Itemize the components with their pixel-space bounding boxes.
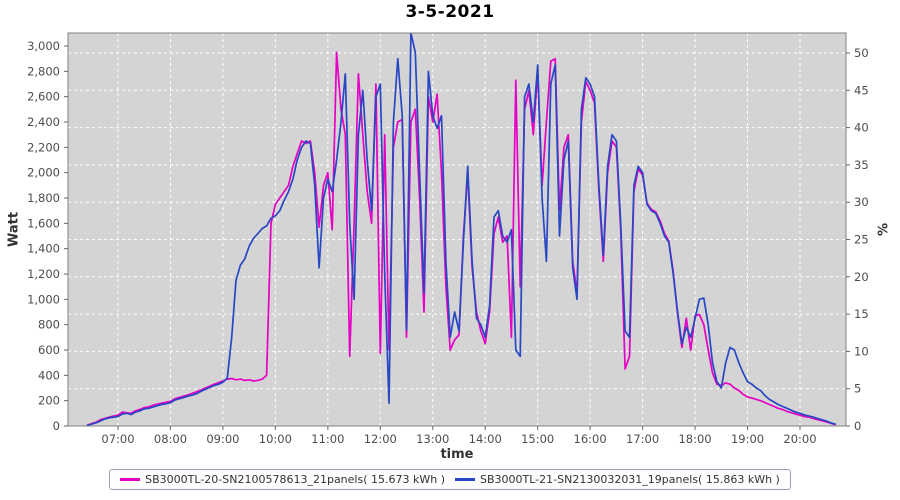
svg-text:2,600: 2,600 [27, 90, 60, 104]
legend-swatch-magenta [120, 478, 141, 481]
series-lines [86, 33, 836, 426]
svg-text:20:00: 20:00 [783, 432, 816, 446]
svg-text:14:00: 14:00 [469, 432, 502, 446]
svg-text:17:00: 17:00 [626, 432, 659, 446]
svg-text:400: 400 [38, 368, 60, 382]
svg-text:2,000: 2,000 [27, 166, 60, 180]
svg-text:800: 800 [38, 318, 60, 332]
legend-label-inverter-20: SB3000TL-20-SN2100578613_21panels( 15.67… [145, 473, 445, 486]
svg-text:0: 0 [53, 419, 60, 433]
plot-frame [67, 32, 847, 427]
svg-text:1,600: 1,600 [27, 216, 60, 230]
svg-text:2,400: 2,400 [27, 115, 60, 129]
axis-ticks-and-labels: 02004006008001,0001,2001,4001,6001,8002,… [27, 39, 869, 446]
svg-text:5: 5 [854, 382, 861, 396]
svg-text:16:00: 16:00 [574, 432, 607, 446]
plot-area [68, 33, 846, 426]
svg-text:200: 200 [38, 394, 60, 408]
svg-text:50: 50 [854, 46, 869, 60]
svg-text:35: 35 [854, 158, 869, 172]
svg-text:25: 25 [854, 233, 869, 247]
legend-label-inverter-21: SB3000TL-21-SN2130032031_19panels( 15.86… [480, 473, 780, 486]
svg-text:600: 600 [38, 343, 60, 357]
svg-text:30: 30 [854, 195, 869, 209]
legend-item-inverter-20: SB3000TL-20-SN2100578613_21panels( 15.67… [120, 473, 445, 486]
svg-text:1,800: 1,800 [27, 191, 60, 205]
svg-text:15:00: 15:00 [521, 432, 554, 446]
svg-text:0: 0 [854, 419, 861, 433]
svg-text:3,000: 3,000 [27, 39, 60, 53]
legend-item-inverter-21: SB3000TL-21-SN2130032031_19panels( 15.86… [455, 473, 780, 486]
svg-text:45: 45 [854, 83, 869, 97]
svg-text:2,800: 2,800 [27, 64, 60, 78]
svg-text:07:00: 07:00 [101, 432, 134, 446]
series-line-1 [86, 33, 836, 426]
svg-text:08:00: 08:00 [154, 432, 187, 446]
y-axis-label-watt: Watt [6, 211, 22, 248]
svg-text:1,000: 1,000 [27, 292, 60, 306]
svg-text:15: 15 [854, 307, 869, 321]
chart-title: 3-5-2021 [405, 2, 495, 22]
svg-text:1,400: 1,400 [27, 242, 60, 256]
legend-swatch-blue [455, 478, 475, 481]
svg-text:2,200: 2,200 [27, 140, 60, 154]
svg-text:09:00: 09:00 [206, 432, 239, 446]
svg-text:11:00: 11:00 [311, 432, 344, 446]
y-axis-label-percent: % [876, 222, 892, 237]
svg-text:12:00: 12:00 [364, 432, 397, 446]
legend-box: SB3000TL-20-SN2100578613_21panels( 15.67… [109, 469, 791, 490]
svg-text:19:00: 19:00 [731, 432, 764, 446]
svg-text:13:00: 13:00 [416, 432, 449, 446]
svg-text:10:00: 10:00 [259, 432, 292, 446]
x-axis-label-time: time [440, 447, 474, 462]
svg-text:1,200: 1,200 [27, 267, 60, 281]
legend: SB3000TL-20-SN2100578613_21panels( 15.67… [0, 469, 900, 490]
svg-text:18:00: 18:00 [678, 432, 711, 446]
svg-text:40: 40 [854, 121, 869, 135]
svg-text:10: 10 [854, 344, 869, 358]
svg-text:20: 20 [854, 270, 869, 284]
